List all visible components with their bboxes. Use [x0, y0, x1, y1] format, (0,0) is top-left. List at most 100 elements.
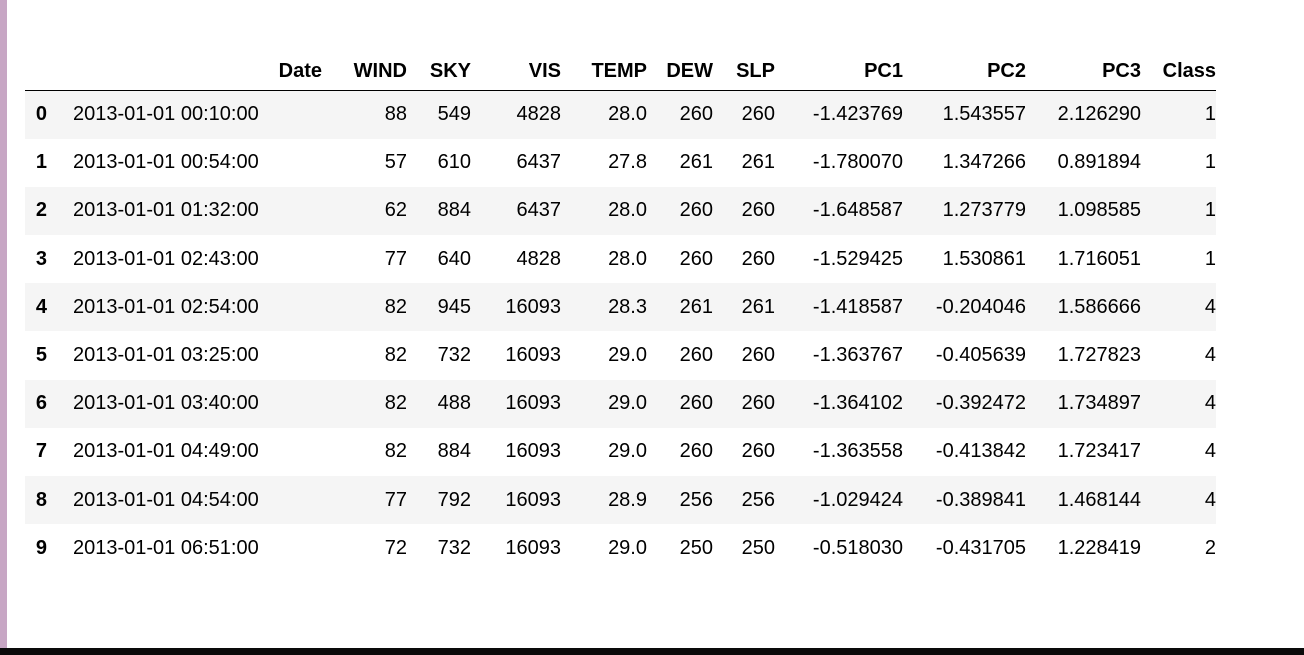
cell-sky: 732: [437, 344, 471, 367]
window-left-accent: [0, 0, 7, 655]
cell-pc1: -1.363558: [812, 440, 903, 463]
cell-pc1: -1.648587: [812, 199, 903, 222]
cell-index: 7: [35, 440, 47, 463]
cell-vis: 4828: [516, 247, 562, 270]
cell-date: 2013-01-01 04:49:00: [73, 440, 259, 463]
cell-pc1: -1.423769: [812, 103, 903, 126]
cell-pc1: -1.529425: [812, 247, 903, 270]
cell-pc3: 0.891894: [1057, 151, 1141, 174]
cell-pc1: -1.029424: [812, 488, 903, 511]
cell-pc3: 1.098585: [1057, 199, 1141, 222]
cell-slp: 260: [741, 103, 775, 126]
cell-vis: 16093: [505, 488, 561, 511]
cell-index: 1: [35, 151, 47, 174]
cell-index: 6: [35, 392, 47, 415]
cell-dew: 260: [679, 344, 713, 367]
cell-sky: 945: [437, 295, 471, 318]
header-pc1: PC1: [775, 52, 903, 91]
dataframe-table: Date WIND SKY VIS TEMP DEW SLP PC1 PC2 P…: [25, 52, 1216, 572]
header-dew: DEW: [647, 52, 713, 91]
header-class: Class: [1141, 52, 1216, 91]
cell-dew: 256: [679, 488, 713, 511]
header-row: Date WIND SKY VIS TEMP DEW SLP PC1 PC2 P…: [25, 52, 1216, 91]
cell-temp: 29.0: [608, 536, 647, 559]
cell-date: 2013-01-01 00:54:00: [73, 151, 259, 174]
cell-dew: 260: [679, 440, 713, 463]
cell-dew: 250: [679, 536, 713, 559]
cell-class: 1: [1204, 199, 1216, 222]
cell-dew: 261: [679, 295, 713, 318]
header-date: Date: [47, 52, 322, 91]
table-header: Date WIND SKY VIS TEMP DEW SLP PC1 PC2 P…: [25, 52, 1216, 91]
cell-wind: 62: [384, 199, 407, 222]
cell-temp: 27.8: [608, 151, 647, 174]
cell-date: 2013-01-01 03:40:00: [73, 392, 259, 415]
cell-date: 2013-01-01 01:32:00: [73, 199, 259, 222]
cell-temp: 28.0: [608, 199, 647, 222]
cell-slp: 256: [741, 488, 775, 511]
cell-sky: 488: [437, 392, 471, 415]
cell-temp: 28.0: [608, 103, 647, 126]
table-row: 1 2013-01-01 00:54:00 57 610 6437 27.8 261 261 -…: [25, 139, 1216, 187]
cell-index: 5: [35, 344, 47, 367]
cell-index: 8: [35, 488, 47, 511]
cell-wind: 82: [384, 392, 407, 415]
cell-index: 0: [35, 103, 47, 126]
table-row: 3 2013-01-01 02:43:00 77 640 4828 28.0 260 260 -…: [25, 235, 1216, 283]
cell-sky: 610: [437, 151, 471, 174]
cell-temp: 29.0: [608, 344, 647, 367]
cell-sky: 792: [437, 488, 471, 511]
notebook-output-area: Date WIND SKY VIS TEMP DEW SLP PC1 PC2 P…: [7, 0, 1304, 648]
cell-wind: 88: [384, 103, 407, 126]
cell-pc3: 1.734897: [1057, 392, 1141, 415]
cell-pc2: -0.389841: [935, 488, 1026, 511]
cell-date: 2013-01-01 06:51:00: [73, 536, 259, 559]
cell-vis: 16093: [505, 440, 561, 463]
cell-wind: 77: [384, 247, 407, 270]
table-row: 6 2013-01-01 03:40:00 82 488 16093 29.0 260 260…: [25, 379, 1216, 428]
table-body: 0 2013-01-01 00:10:00 88 549 4828 28.0 260 260-…: [25, 90, 1216, 573]
cell-pc1: -0.518030: [812, 536, 903, 559]
cell-date: 2013-01-01 02:43:00: [73, 247, 259, 270]
cell-wind: 82: [384, 295, 407, 318]
cell-pc3: 1.723417: [1057, 440, 1141, 463]
cell-temp: 29.0: [608, 440, 647, 463]
cell-temp: 28.3: [608, 295, 647, 318]
cell-pc2: -0.405639: [935, 344, 1026, 367]
header-sky: SKY: [407, 52, 471, 91]
cell-sky: 732: [437, 536, 471, 559]
cell-pc2: 1.273779: [942, 199, 1026, 222]
cell-pc3: 1.716051: [1057, 247, 1141, 270]
cell-class: 4: [1204, 392, 1216, 415]
cell-pc3: 1.468144: [1057, 488, 1141, 511]
cell-slp: 260: [741, 440, 775, 463]
table-row: 8 2013-01-01 04:54:00 77 792 16093 28.9 256 256…: [25, 476, 1216, 525]
cell-date: 2013-01-01 00:10:00: [73, 103, 259, 126]
cell-pc2: 1.347266: [942, 151, 1026, 174]
cell-wind: 72: [384, 536, 407, 559]
cell-pc3: 1.228419: [1057, 536, 1141, 559]
header-wind: WIND: [322, 52, 407, 91]
header-slp: SLP: [713, 52, 775, 91]
cell-pc3: 2.126290: [1057, 103, 1141, 126]
cell-dew: 260: [679, 392, 713, 415]
cell-class: 4: [1204, 344, 1216, 367]
table-row: 0 2013-01-01 00:10:00 88 549 4828 28.0 260 260 -…: [25, 90, 1216, 139]
cell-slp: 260: [741, 247, 775, 270]
table-row: 4 2013-01-01 02:54:00 82 945 16093 28.3 261 261…: [25, 283, 1216, 332]
cell-slp: 261: [741, 295, 775, 318]
cell-slp: 250: [741, 536, 775, 559]
cell-sky: 640: [437, 247, 471, 270]
cell-temp: 28.9: [608, 488, 647, 511]
cell-dew: 261: [679, 151, 713, 174]
cell-sky: 884: [437, 440, 471, 463]
cell-date: 2013-01-01 03:25:00: [73, 344, 259, 367]
cell-class: 1: [1204, 247, 1216, 270]
cell-pc1: -1.780070: [812, 151, 903, 174]
cell-class: 2: [1204, 536, 1216, 559]
cell-wind: 82: [384, 344, 407, 367]
cell-pc3: 1.727823: [1057, 344, 1141, 367]
cell-class: 4: [1204, 295, 1216, 318]
cell-date: 2013-01-01 02:54:00: [73, 295, 259, 318]
cell-class: 1: [1204, 151, 1216, 174]
